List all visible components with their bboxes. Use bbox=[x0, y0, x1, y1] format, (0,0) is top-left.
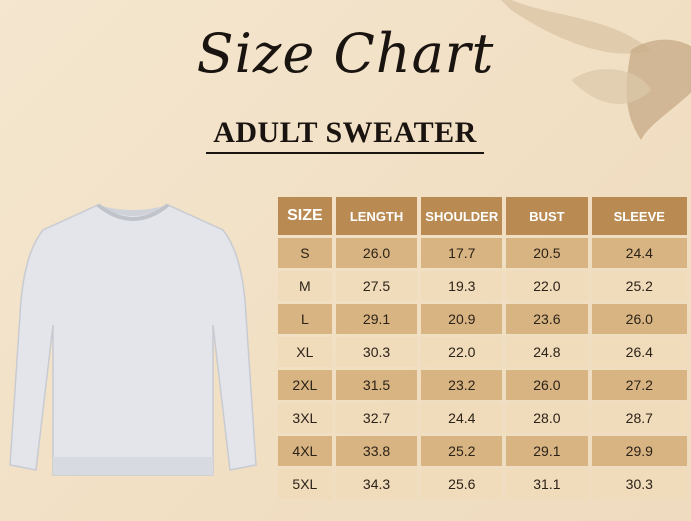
table-cell: 22.0 bbox=[421, 337, 503, 367]
table-cell: 23.2 bbox=[421, 370, 503, 400]
table-cell: M bbox=[278, 271, 332, 301]
table-cell: 25.6 bbox=[421, 469, 503, 499]
table-row: M 27.5 19.3 22.0 25.2 bbox=[278, 271, 687, 301]
header-length: LENGTH bbox=[335, 197, 418, 235]
table-cell: 20.9 bbox=[421, 304, 503, 334]
table-row: XL 30.3 22.0 24.8 26.4 bbox=[278, 337, 687, 367]
table-cell: 5XL bbox=[278, 469, 332, 499]
table-row: 3XL 32.7 24.4 28.0 28.7 bbox=[278, 403, 687, 433]
header-sleeve: SLEEVE bbox=[591, 197, 687, 235]
size-table: SIZE LENGTH SHOULDER BUST SLEEVE S 26.0 17… bbox=[274, 194, 691, 502]
table-cell: 31.1 bbox=[506, 469, 588, 499]
table-cell: 26.0 bbox=[506, 370, 588, 400]
table-row: L 29.1 20.9 23.6 26.0 bbox=[278, 304, 687, 334]
header-bust: BUST bbox=[506, 197, 588, 235]
table-row: S 26.0 17.7 20.5 24.4 bbox=[278, 238, 687, 268]
table-cell: 23.6 bbox=[506, 304, 588, 334]
header-shoulder: SHOULDER bbox=[421, 197, 503, 235]
table-cell: 25.2 bbox=[421, 436, 503, 466]
table-cell: 2XL bbox=[278, 370, 332, 400]
table-cell: 26.4 bbox=[591, 337, 687, 367]
table-cell: 29.1 bbox=[335, 304, 418, 334]
page-subtitle: ADULT SWEATER bbox=[206, 116, 484, 154]
table-cell: 29.9 bbox=[591, 436, 687, 466]
table-cell: 24.8 bbox=[506, 337, 588, 367]
table-cell: 29.1 bbox=[506, 436, 588, 466]
table-cell: 27.5 bbox=[335, 271, 418, 301]
page-title: Size Chart bbox=[196, 22, 495, 85]
table-cell: 30.3 bbox=[591, 469, 687, 499]
table-cell: 3XL bbox=[278, 403, 332, 433]
sweater-image bbox=[9, 203, 257, 476]
table-cell: 26.0 bbox=[335, 238, 418, 268]
table-cell: 17.7 bbox=[421, 238, 503, 268]
table-cell: 24.4 bbox=[591, 238, 687, 268]
table-cell: 31.5 bbox=[335, 370, 418, 400]
table-cell: 27.2 bbox=[591, 370, 687, 400]
table-cell: 25.2 bbox=[591, 271, 687, 301]
table-header-row: SIZE LENGTH SHOULDER BUST SLEEVE bbox=[278, 197, 687, 235]
table-cell: 32.7 bbox=[335, 403, 418, 433]
table-cell: 20.5 bbox=[506, 238, 588, 268]
header-size: SIZE bbox=[278, 197, 332, 235]
table-cell: 4XL bbox=[278, 436, 332, 466]
table-cell: L bbox=[278, 304, 332, 334]
table-row: 5XL 34.3 25.6 31.1 30.3 bbox=[278, 469, 687, 499]
table-cell: XL bbox=[278, 337, 332, 367]
table-cell: 22.0 bbox=[506, 271, 588, 301]
table-row: 2XL 31.5 23.2 26.0 27.2 bbox=[278, 370, 687, 400]
table-cell: 24.4 bbox=[421, 403, 503, 433]
table-cell: 26.0 bbox=[591, 304, 687, 334]
table-cell: 30.3 bbox=[335, 337, 418, 367]
table-cell: 19.3 bbox=[421, 271, 503, 301]
table-cell: 33.8 bbox=[335, 436, 418, 466]
decorative-leaves bbox=[501, 0, 691, 140]
table-cell: 34.3 bbox=[335, 469, 418, 499]
table-row: 4XL 33.8 25.2 29.1 29.9 bbox=[278, 436, 687, 466]
table-cell: 28.7 bbox=[591, 403, 687, 433]
table-cell: S bbox=[278, 238, 332, 268]
table-cell: 28.0 bbox=[506, 403, 588, 433]
